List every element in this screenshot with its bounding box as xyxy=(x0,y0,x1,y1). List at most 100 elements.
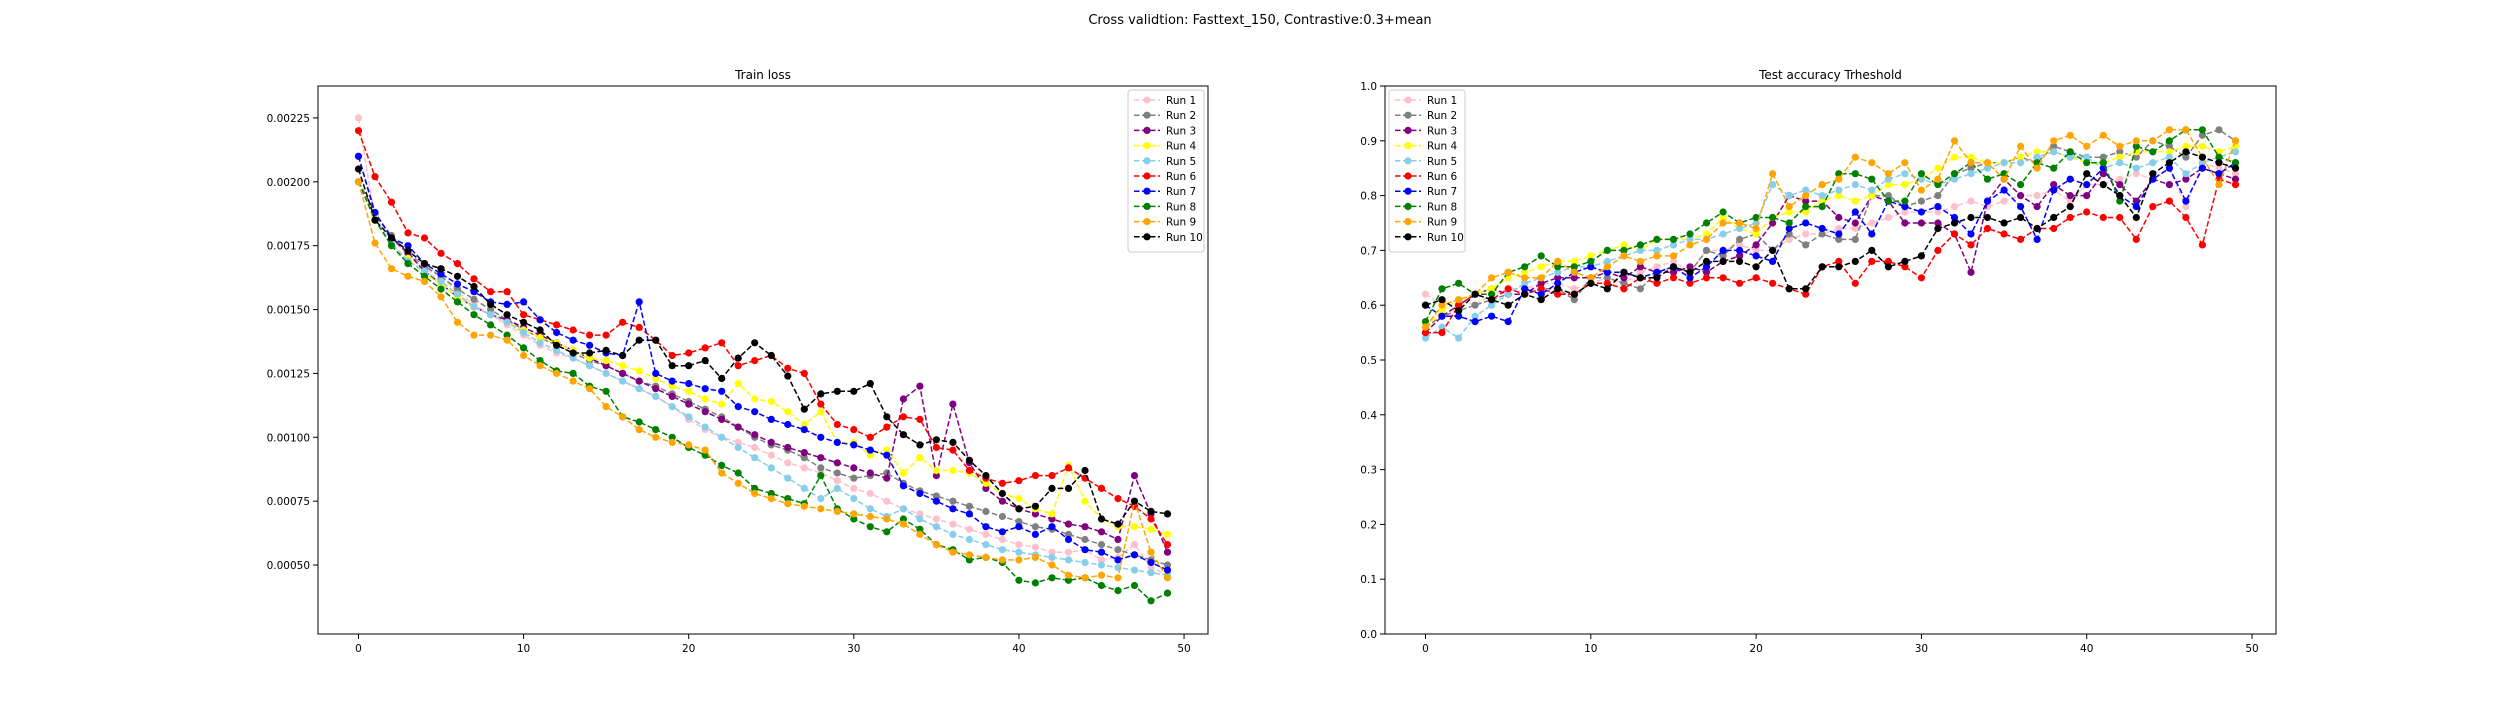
test-accuracy-point-run-4 xyxy=(1702,230,1711,238)
train-loss-point-run-5 xyxy=(850,495,858,503)
test-accuracy-point-run-7 xyxy=(1818,224,1826,233)
train-loss-x-tick-label: 10 xyxy=(517,643,530,655)
test-accuracy-point-run-8 xyxy=(1620,246,1628,254)
train-loss-point-run-6 xyxy=(619,318,627,326)
test-accuracy-point-run-10 xyxy=(2033,224,2041,233)
test-accuracy-point-run-3 xyxy=(1702,268,1711,276)
test-accuracy-legend-label: Run 10 xyxy=(1427,232,1464,244)
test-accuracy-point-run-6 xyxy=(2066,213,2074,222)
train-loss-point-run-10 xyxy=(833,387,841,395)
test-accuracy-point-run-2 xyxy=(2182,153,2190,161)
test-accuracy-point-run-10 xyxy=(1983,213,1992,222)
test-accuracy-point-run-1 xyxy=(2066,197,2074,205)
train-loss-point-run-3 xyxy=(701,408,709,416)
test-accuracy-point-run-10 xyxy=(1769,246,1777,254)
test-accuracy-legend-swatch-marker xyxy=(1404,126,1412,134)
test-accuracy-x-tick-label: 0 xyxy=(1422,643,1429,655)
test-accuracy-point-run-10 xyxy=(1636,274,1644,282)
test-accuracy-point-run-7 xyxy=(1983,197,1992,205)
test-accuracy-point-run-1 xyxy=(1967,197,1975,205)
test-accuracy-point-run-8 xyxy=(2198,126,2206,134)
train-loss-point-run-4 xyxy=(734,380,742,388)
train-loss-point-run-8 xyxy=(668,433,676,441)
train-loss-point-run-5 xyxy=(982,541,990,549)
test-accuracy-point-run-8 xyxy=(1868,175,1876,183)
test-accuracy-point-run-5 xyxy=(2182,170,2190,178)
test-accuracy-point-run-10 xyxy=(1851,257,1859,265)
train-loss-point-run-4 xyxy=(883,446,891,454)
test-accuracy-point-run-1 xyxy=(1934,208,1942,216)
test-accuracy-point-run-5 xyxy=(1521,279,1529,287)
train-loss-point-run-9 xyxy=(1064,571,1073,579)
test-accuracy-point-run-3 xyxy=(2033,203,2041,211)
train-loss-point-run-3 xyxy=(916,382,924,390)
train-loss-point-run-4 xyxy=(1130,523,1139,531)
train-loss-point-run-5 xyxy=(949,530,957,539)
train-loss-plot-area xyxy=(354,114,1172,605)
test-accuracy-point-run-7 xyxy=(1686,274,1694,282)
train-loss-point-run-9 xyxy=(420,277,429,285)
test-accuracy-point-run-3 xyxy=(1917,219,1925,227)
train-loss-point-run-9 xyxy=(866,512,874,521)
test-accuracy-legend-swatch-marker xyxy=(1404,172,1412,180)
test-accuracy-point-run-6 xyxy=(2231,181,2240,189)
train-loss-point-run-9 xyxy=(817,505,825,513)
test-accuracy-legend-swatch-marker xyxy=(1404,187,1412,195)
test-accuracy-point-run-6 xyxy=(1769,279,1777,287)
test-accuracy-point-run-8 xyxy=(2165,137,2173,145)
test-accuracy-point-run-10 xyxy=(1934,224,1942,233)
test-accuracy-point-run-3 xyxy=(1835,213,1843,222)
train-loss-point-run-3 xyxy=(718,415,726,423)
test-accuracy-legend-swatch-marker xyxy=(1404,142,1412,150)
train-loss-point-run-5 xyxy=(833,484,841,492)
train-loss-point-run-2 xyxy=(965,502,974,510)
train-loss-point-run-3 xyxy=(883,474,891,482)
test-accuracy-point-run-9 xyxy=(1719,219,1727,227)
test-accuracy-point-run-9 xyxy=(1769,170,1777,178)
test-accuracy-point-run-9 xyxy=(1455,296,1463,304)
train-loss-point-run-9 xyxy=(437,293,445,301)
test-accuracy-point-run-7 xyxy=(1702,263,1711,271)
train-loss-point-run-6 xyxy=(1163,541,1172,549)
train-loss-legend-swatch-marker xyxy=(1143,157,1151,165)
train-loss-point-run-10 xyxy=(1015,505,1023,513)
test-accuracy-point-run-9 xyxy=(1950,137,1959,145)
test-accuracy-legend-swatch-marker xyxy=(1404,96,1412,104)
train-loss-legend-label: Run 9 xyxy=(1166,217,1196,229)
test-accuracy-point-run-10 xyxy=(1620,268,1628,276)
test-accuracy-point-run-2 xyxy=(2215,126,2223,134)
train-loss-y-tick-label: 0.00225 xyxy=(267,113,310,125)
test-accuracy-point-run-9 xyxy=(2231,137,2240,145)
train-loss-point-run-4 xyxy=(916,454,924,462)
train-loss-point-run-6 xyxy=(883,423,891,431)
test-accuracy-point-run-6 xyxy=(1901,263,1909,271)
train-loss-point-run-4 xyxy=(751,395,759,403)
train-loss-point-run-9 xyxy=(503,336,511,344)
train-loss-point-run-6 xyxy=(701,344,709,352)
test-accuracy-point-run-8 xyxy=(1802,203,1810,211)
train-loss-point-run-6 xyxy=(965,466,974,475)
train-loss-point-run-6 xyxy=(932,443,941,452)
train-loss-point-run-5 xyxy=(668,403,676,411)
train-loss-point-run-6 xyxy=(718,339,726,347)
test-accuracy-x-tick-label: 30 xyxy=(1915,643,1928,655)
train-loss-point-run-6 xyxy=(998,479,1007,487)
train-loss-point-run-5 xyxy=(487,311,495,319)
train-loss-point-run-10 xyxy=(899,431,908,439)
test-accuracy-point-run-4 xyxy=(1967,153,1975,161)
train-loss-point-run-6 xyxy=(817,400,825,408)
train-loss-point-run-5 xyxy=(1048,553,1056,562)
train-loss-point-run-9 xyxy=(718,469,726,477)
test-accuracy-legend-label: Run 5 xyxy=(1427,156,1457,168)
train-loss-point-run-10 xyxy=(784,372,792,380)
train-loss-point-run-2 xyxy=(1163,561,1172,569)
train-loss-point-run-10 xyxy=(1031,502,1039,510)
test-accuracy-point-run-9 xyxy=(1702,235,1711,243)
test-accuracy-point-run-2 xyxy=(1835,235,1843,243)
train-loss-point-run-4 xyxy=(635,367,643,375)
train-loss-point-run-6 xyxy=(866,433,874,441)
train-loss-point-run-10 xyxy=(850,387,858,395)
train-loss-point-run-2 xyxy=(1015,518,1023,526)
test-accuracy-point-run-9 xyxy=(1603,263,1611,271)
test-accuracy-legend-swatch-marker xyxy=(1404,233,1412,241)
